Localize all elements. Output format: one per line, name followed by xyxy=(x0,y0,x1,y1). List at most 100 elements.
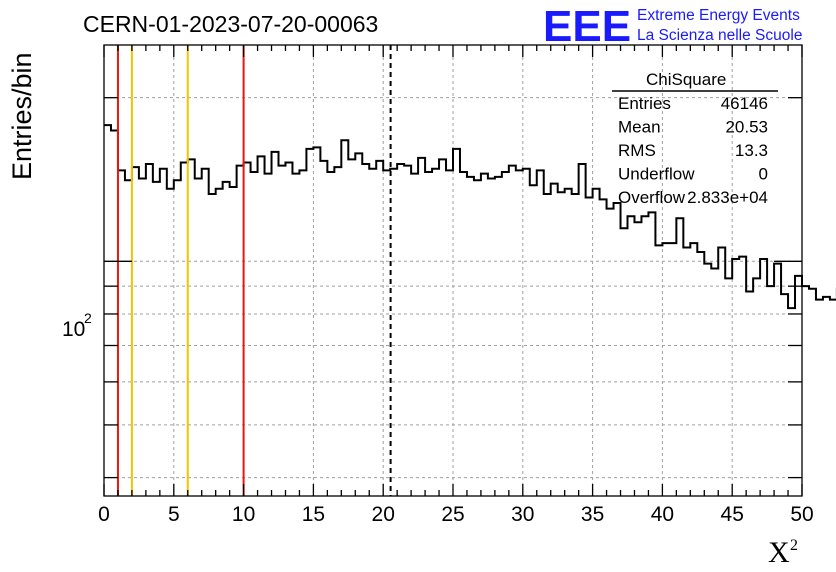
histogram-bin xyxy=(341,140,348,496)
histogram-bin xyxy=(111,131,118,496)
stats-label: Mean xyxy=(618,118,661,137)
stats-title: ChiSquare xyxy=(646,70,726,89)
histogram-bin xyxy=(676,218,683,496)
histogram-bin xyxy=(746,291,753,496)
stats-value: 0 xyxy=(759,165,768,184)
histogram-bin xyxy=(718,248,725,496)
x-tick-label: 40 xyxy=(651,503,674,526)
histogram-bin xyxy=(495,177,502,496)
histogram-bin xyxy=(830,300,836,496)
histogram-bin xyxy=(160,169,167,496)
histogram-bin xyxy=(467,177,474,496)
histogram-bin xyxy=(174,180,181,496)
stats-label: RMS xyxy=(618,141,656,160)
histogram-bin xyxy=(397,164,404,496)
histogram-bin xyxy=(634,222,641,496)
histogram-bin xyxy=(509,166,516,496)
histogram-bin xyxy=(516,170,523,496)
histogram-bin xyxy=(376,161,383,496)
histogram-bin xyxy=(244,162,251,496)
histogram-bin xyxy=(125,180,132,496)
histogram-bin xyxy=(411,174,418,496)
histogram-bin xyxy=(558,192,565,496)
histogram-bin xyxy=(795,276,802,496)
histogram-bin xyxy=(732,259,739,496)
stats-value: 20.53 xyxy=(725,118,768,137)
histogram-bin xyxy=(383,170,390,496)
logo-line-1: Extreme Energy Events xyxy=(637,7,800,24)
histogram-bin xyxy=(600,199,607,496)
histogram-bin xyxy=(648,212,655,496)
histogram-bin xyxy=(788,308,795,496)
histogram-bin xyxy=(306,149,313,496)
histogram-bin xyxy=(474,180,481,496)
stats-label: Underflow xyxy=(618,165,695,184)
histogram-bin xyxy=(404,166,411,496)
histogram-bin xyxy=(181,162,188,496)
x-axis-label-exponent: 2 xyxy=(790,537,798,554)
histogram-bin xyxy=(614,203,621,496)
histogram-bin xyxy=(781,294,788,496)
histogram-bin xyxy=(327,172,334,496)
histogram-bin xyxy=(565,189,572,496)
histogram-bin xyxy=(767,286,774,496)
histogram-bin xyxy=(320,161,327,496)
histogram-bars xyxy=(104,124,836,496)
x-tick-label: 0 xyxy=(98,503,110,526)
histogram-bin xyxy=(753,278,760,496)
histogram-bin xyxy=(551,184,558,496)
histogram-bin xyxy=(481,174,488,496)
histogram-bin xyxy=(251,172,258,496)
histogram-bin xyxy=(621,228,628,496)
histogram-bin xyxy=(362,164,369,496)
histogram-bin xyxy=(502,172,509,496)
histogram-bin xyxy=(188,159,195,496)
marker-lines xyxy=(116,45,392,496)
histogram-bin xyxy=(823,297,830,496)
histogram-bin xyxy=(369,169,376,496)
histogram-bin xyxy=(739,257,746,496)
histogram-bin xyxy=(265,174,272,496)
x-tick-label: 15 xyxy=(302,503,325,526)
histogram-bin xyxy=(118,170,125,496)
stats-value: 13.3 xyxy=(735,141,768,160)
stats-label: Overflow xyxy=(618,188,686,207)
histogram-bin xyxy=(146,164,153,496)
histogram-bin xyxy=(202,169,209,496)
stats-value: 46146 xyxy=(721,94,768,113)
histogram-bin xyxy=(313,147,320,496)
histogram-bin xyxy=(628,216,635,496)
histogram-bin xyxy=(216,189,223,496)
histogram-bin xyxy=(299,170,306,496)
histogram-bin xyxy=(195,179,202,496)
histogram-bin xyxy=(704,264,711,496)
x-tick-label: 45 xyxy=(721,503,744,526)
histogram-bin xyxy=(153,182,160,496)
x-tick-label: 30 xyxy=(511,503,534,526)
histogram-bin xyxy=(802,286,809,496)
histogram-bin xyxy=(537,170,544,496)
histogram-bin xyxy=(209,194,216,496)
x-tick-label: 10 xyxy=(232,503,255,526)
histogram-bin xyxy=(279,166,286,496)
x-tick-label: 20 xyxy=(372,503,395,526)
histogram-bin xyxy=(348,159,355,496)
histogram-bin xyxy=(662,243,669,496)
histogram-bin xyxy=(230,187,237,496)
histogram-bin xyxy=(460,172,467,496)
histogram-bin xyxy=(760,259,767,496)
x-axis-label: X 2 xyxy=(768,536,798,569)
histogram-bin xyxy=(334,167,341,496)
histogram-bin xyxy=(683,248,690,496)
histogram-bin xyxy=(285,162,292,496)
y-tick-label: 10 2 xyxy=(62,310,92,341)
histogram-bin xyxy=(544,194,551,496)
axis-ticks xyxy=(103,45,803,496)
histogram-bin xyxy=(432,169,439,496)
histogram-bin xyxy=(439,159,446,496)
histogram-bin xyxy=(523,169,530,496)
histogram-bin xyxy=(593,189,600,496)
stats-label: Entries xyxy=(618,94,671,113)
grid xyxy=(104,45,802,496)
histogram-bin xyxy=(530,185,537,496)
